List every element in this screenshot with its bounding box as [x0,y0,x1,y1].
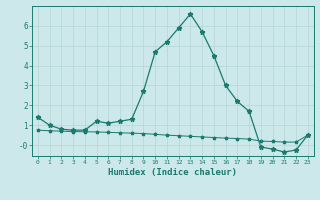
X-axis label: Humidex (Indice chaleur): Humidex (Indice chaleur) [108,168,237,177]
